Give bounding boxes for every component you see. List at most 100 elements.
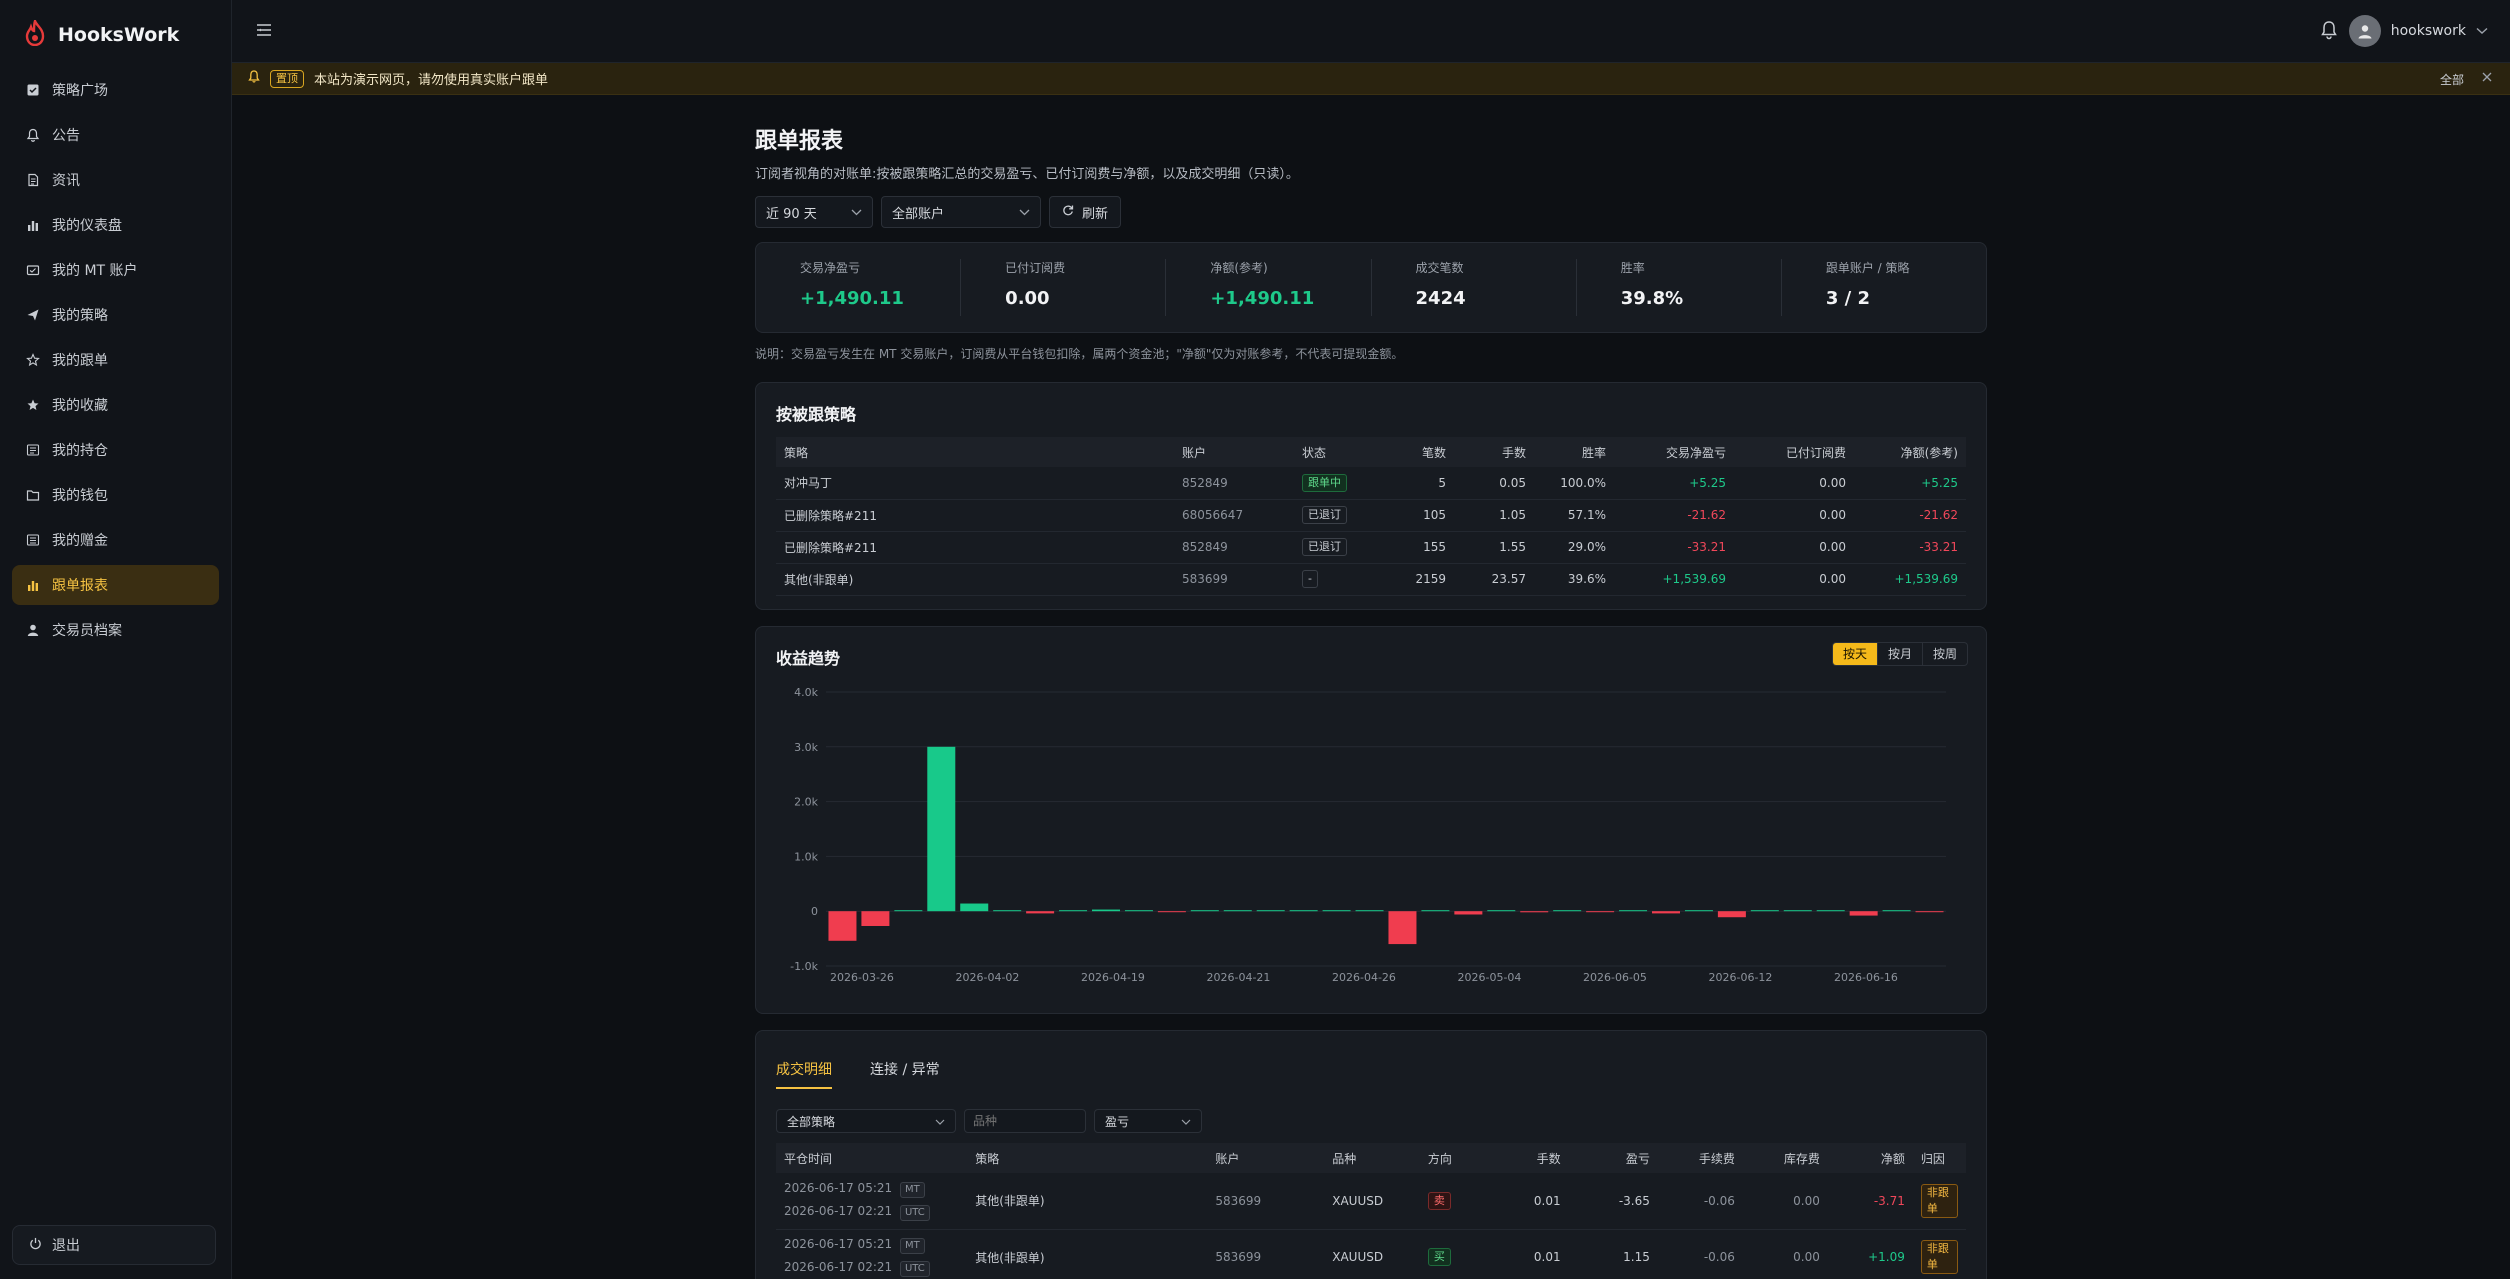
refresh-button[interactable]: 刷新	[1049, 196, 1122, 228]
account-id: 583699	[1207, 1173, 1325, 1230]
close-icon[interactable]	[2482, 71, 2492, 88]
stat-value: +1,490.11	[800, 288, 904, 309]
bar	[1454, 911, 1483, 915]
column-header: 交易净盈亏	[1614, 437, 1734, 467]
user-menu[interactable]: hookswork	[2348, 15, 2488, 47]
lots: 1.05	[1454, 499, 1534, 532]
strategy-filter-select[interactable]: 全部策略	[776, 1109, 956, 1133]
range-select-value: 近 90 天	[766, 206, 817, 222]
logout-button[interactable]: 退出	[12, 1225, 216, 1265]
sidebar-item-0[interactable]: 策略广场	[12, 70, 219, 110]
close-time-cell: 2026-06-17 05:21 MT 2026-06-17 02:21 UTC	[776, 1173, 968, 1230]
table-row[interactable]: 2026-06-17 05:21 MT 2026-06-17 02:21 UTC 其…	[776, 1173, 1966, 1230]
bell-icon	[26, 128, 40, 142]
sidebar-item-3[interactable]: 我的仪表盘	[12, 205, 219, 245]
lots: 0.01	[1479, 1229, 1569, 1279]
notification-bell-icon[interactable]	[2320, 20, 2338, 44]
page-description: 订阅者视角的对账单:按被跟策略汇总的交易盈亏、已付订阅费与净额，以及成交明细（只…	[755, 167, 1299, 182]
x-tick-label: 2026-06-05	[1583, 971, 1647, 984]
y-tick-label: 4.0k	[794, 686, 818, 699]
banner-controls: 全部	[2440, 71, 2492, 88]
tab-0[interactable]: 成交明细	[776, 1059, 832, 1089]
symbol-filter-input[interactable]	[964, 1109, 1086, 1133]
sidebar-item-7[interactable]: 我的收藏	[12, 385, 219, 425]
trade-count: 5	[1394, 467, 1454, 500]
account-id: 68056647	[1174, 499, 1294, 532]
sidebar-item-4[interactable]: 我的 MT 账户	[12, 250, 219, 290]
sidebar-item-label: 策略广场	[52, 83, 108, 99]
refresh-label: 刷新	[1082, 206, 1109, 222]
sidebar-nav: 策略广场公告资讯我的仪表盘我的 MT 账户 我的策略我的跟单我的收藏我的持仓我的钱…	[0, 70, 231, 650]
status-cell: 已退订	[1294, 499, 1394, 532]
announcement-banner: 置顶 本站为演示网页，请勿使用真实账户跟单 全部	[232, 63, 2510, 95]
column-header: 平仓时间	[776, 1143, 968, 1173]
sidebar-item-6[interactable]: 我的跟单	[12, 340, 219, 380]
mt-tag: MT	[899, 1181, 925, 1198]
column-header: 策略	[776, 437, 1174, 467]
tab-1[interactable]: 连接 / 异常	[870, 1062, 940, 1078]
strategy-table-header: 策略 账户 状态 笔数 手数 胜率 交易净盈亏 已付订阅费 净额(参考)	[776, 437, 1966, 467]
flame-logo-icon	[24, 17, 46, 50]
bar	[1388, 911, 1417, 945]
status-badge: 已退订	[1302, 538, 1347, 556]
table-row[interactable]: 对冲马丁 852849 跟单中 5 0.05 100.0% +5.25 0.00 +5.25	[776, 467, 1966, 500]
bar	[1520, 911, 1549, 913]
sidebar-item-5[interactable]: 我的策略	[12, 295, 219, 335]
sidebar-item-2[interactable]: 资讯	[12, 160, 219, 200]
sidebar-item-label: 我的钱包	[52, 488, 108, 504]
status-badge: 跟单中	[1302, 473, 1347, 492]
folder-icon	[26, 488, 40, 502]
column-header: 策略	[967, 1143, 1208, 1173]
sidebar-item-8[interactable]: 我的持仓	[12, 430, 219, 470]
brand[interactable]: HooksWork	[0, 0, 231, 70]
column-header: 手数	[1454, 437, 1534, 467]
x-tick-label: 2026-06-16	[1834, 971, 1898, 984]
bar	[1849, 911, 1878, 916]
sidebar-item-9[interactable]: 我的钱包	[12, 475, 219, 515]
bar	[1059, 910, 1088, 912]
table-row[interactable]: 2026-06-17 05:21 MT 2026-06-17 02:21 UTC 其…	[776, 1229, 1966, 1279]
x-tick-label: 2026-03-26	[830, 971, 894, 984]
star-outline-icon	[26, 353, 40, 367]
menu-toggle-icon[interactable]	[256, 22, 272, 42]
column-header: 库存费	[1742, 1143, 1828, 1173]
square-check-icon	[26, 83, 40, 97]
bar	[1190, 910, 1219, 912]
stat-value: 3 / 2	[1825, 288, 1871, 309]
column-header: 笔数	[1394, 437, 1454, 467]
net-amount: +1,539.69	[1854, 563, 1966, 596]
stat-block: 成交笔数 2424	[1370, 259, 1576, 316]
toggle-option[interactable]: 按天	[1832, 643, 1877, 665]
chevron-down-icon	[2476, 23, 2488, 39]
banner-text[interactable]: 本站为演示网页，请勿使用真实账户跟单	[314, 73, 549, 88]
sidebar-item-11[interactable]: 跟单报表	[12, 565, 219, 605]
sidebar-item-10[interactable]: 我的赠金	[12, 520, 219, 560]
bar	[960, 903, 989, 912]
stat-block: 胜率 39.8%	[1575, 259, 1781, 316]
strategy-name: 其他(非跟单)	[776, 563, 1174, 596]
table-row[interactable]: 已删除策略#211 852849 已退订 155 1.55 29.0% -33.21 0.00…	[776, 531, 1966, 564]
stat-block: 跟单账户 / 策略 3 / 2	[1780, 259, 1986, 316]
attribution-badge: 非跟单	[1920, 1240, 1958, 1274]
bar	[1586, 911, 1615, 913]
status-cell: 跟单中	[1294, 467, 1394, 500]
range-select[interactable]: 近 90 天	[755, 196, 873, 228]
stat-value: 2424	[1415, 288, 1466, 309]
table-row[interactable]: 其他(非跟单) 583699-2159 23.57 39.6% +1,539.69 0.0…	[776, 563, 1966, 596]
sidebar-item-1[interactable]: 公告	[12, 115, 219, 155]
net-amount: -3.71	[1827, 1173, 1913, 1230]
column-header: 账户	[1207, 1143, 1325, 1173]
trade-details-table: 平仓时间 策略 账户 品种 方向 手数 盈亏 手续费 库存费 净额 归因 2026-06-17 05…	[776, 1143, 1966, 1279]
net-amount: -21.62	[1854, 499, 1966, 532]
table-row[interactable]: 已删除策略#211 68056647 已退订 105 1.05 57.1% -21.62 0.…	[776, 499, 1966, 532]
account-select[interactable]: 全部账户	[881, 196, 1041, 228]
pnl-filter-select[interactable]: 盈亏	[1094, 1109, 1202, 1133]
x-tick-label: 2026-04-21	[1207, 971, 1271, 984]
toggle-option[interactable]: 按周	[1921, 643, 1967, 665]
document-icon	[26, 173, 40, 187]
wallet-card-icon	[26, 263, 40, 277]
banner-all-link[interactable]: 全部	[2439, 73, 2464, 87]
toggle-option[interactable]: 按月	[1876, 643, 1922, 665]
trade-details-card: 成交明细 连接 / 异常 全部策略 盈亏 平仓时间策略账户品种方向手数盈亏手续费库…	[755, 1030, 1987, 1279]
sidebar-item-12[interactable]: 交易员档案	[12, 610, 219, 650]
